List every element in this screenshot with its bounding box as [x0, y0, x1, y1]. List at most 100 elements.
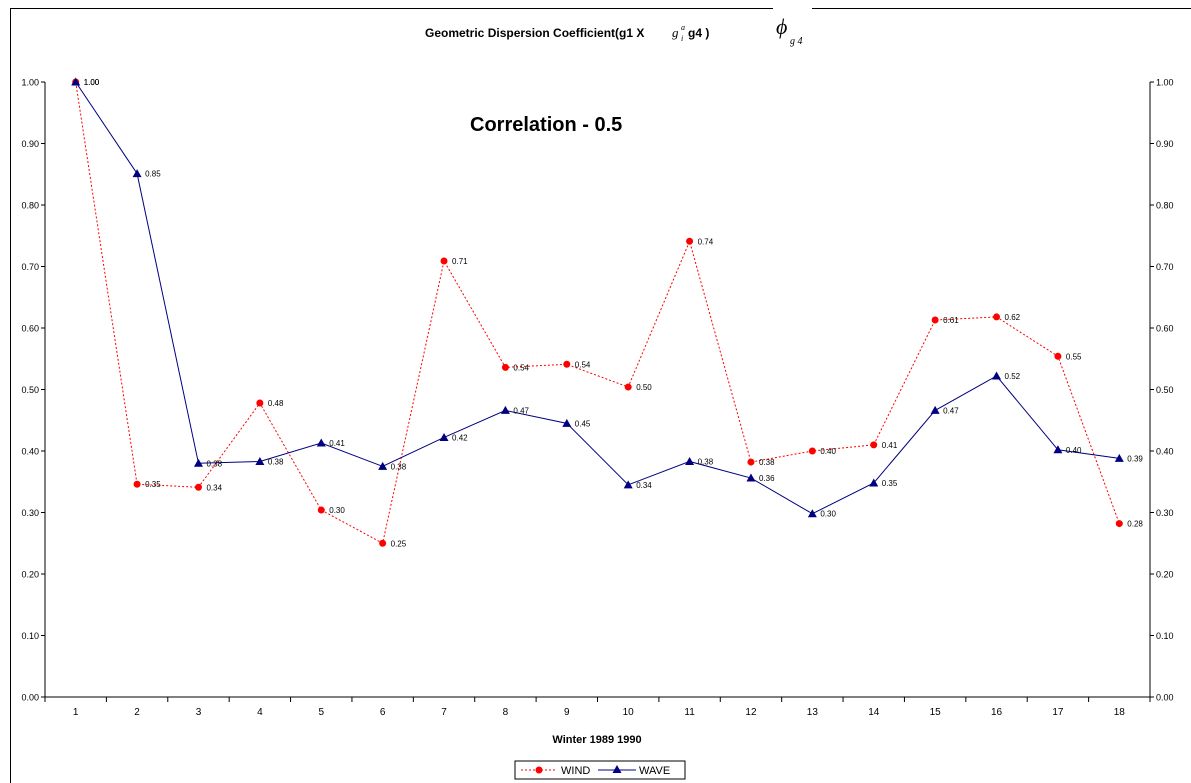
data-label-wave: 0.85: [145, 170, 161, 179]
wave-point: [378, 461, 388, 470]
wind-point: [686, 237, 694, 245]
y-tick-label-right: 0.60: [1156, 324, 1174, 334]
data-label-wind: 0.25: [391, 539, 407, 548]
series-line-wave: [75, 81, 1120, 515]
wave-point: [807, 509, 817, 518]
chart-title-g: g: [672, 25, 679, 40]
wave-point: [500, 405, 510, 414]
y-tick-label-left: 0.50: [21, 385, 39, 395]
x-tick-label: 13: [807, 707, 819, 718]
x-tick-label: 6: [380, 707, 386, 718]
wind-point: [808, 447, 816, 455]
x-tick-label: 11: [684, 707, 695, 718]
wind-point: [256, 399, 264, 407]
data-label-wave: 1.00: [84, 78, 100, 87]
wind-point: [379, 539, 387, 547]
wind-point: [194, 483, 202, 491]
chart-frame-left: [10, 8, 773, 783]
wave-point: [930, 405, 940, 414]
data-label-wind: 0.62: [1005, 313, 1021, 322]
data-label-wave: 0.41: [329, 439, 345, 448]
wave-point: [255, 456, 265, 465]
series-wave: 1.00 0.85 0.38 0.38 0.41 0.38 0.42 0.47 0.45 0.34…: [71, 77, 1143, 519]
chart-title-text: Geometric Dispersion Coefficient(g1 X: [425, 26, 644, 40]
legend-wave-marker: [612, 765, 622, 773]
x-tick-label: 1: [73, 707, 79, 718]
wind-point: [563, 360, 571, 368]
x-tick-label: 14: [868, 707, 880, 718]
x-tick-label: 15: [930, 707, 942, 718]
wind-point: [317, 506, 325, 514]
data-label-wind: 0.28: [1127, 520, 1143, 529]
data-label-wind: 0.40: [820, 447, 836, 456]
x-axis-title: Winter 1989 1990: [552, 734, 641, 746]
y-tick-label-right: 0.90: [1156, 139, 1174, 149]
y-tick-label-left: 0.60: [21, 324, 39, 334]
wind-point: [133, 480, 141, 488]
data-label-wave: 0.38: [698, 457, 714, 466]
data-label-wind: 0.30: [329, 506, 345, 515]
x-tick-label: 10: [623, 707, 635, 718]
y-tick-label-left: 0.40: [21, 447, 39, 457]
data-label-wind: 0.35: [145, 480, 161, 489]
data-label-wave: 0.38: [268, 457, 284, 466]
wind-point: [870, 441, 878, 449]
y-tick-label-right: 1.00: [1156, 78, 1174, 88]
wave-point: [71, 77, 81, 86]
data-label-wave: 0.45: [575, 419, 591, 428]
chart-title-phi: ϕ: [776, 14, 787, 39]
data-label-wind: 0.71: [452, 257, 468, 266]
y-tick-label-left: 1.00: [21, 78, 39, 88]
y-tick-label-right: 0.40: [1156, 447, 1174, 457]
data-label-wave: 0.36: [759, 474, 775, 483]
y-tick-label-left: 0.70: [21, 262, 39, 272]
chart-title-phi-sub: g 4: [790, 36, 803, 47]
wave-point: [992, 371, 1002, 380]
x-tick-label: 7: [441, 707, 447, 718]
wave-point: [1053, 445, 1063, 454]
data-label-wave: 0.38: [206, 459, 222, 468]
wind-point: [501, 363, 509, 371]
data-label-wave: 0.42: [452, 433, 468, 442]
x-tick-label: 9: [564, 707, 570, 718]
y-tick-label-right: 0.00: [1156, 693, 1174, 703]
chart-title-g-sub: i: [681, 34, 683, 43]
data-label-wave: 0.52: [1005, 372, 1021, 381]
wave-point: [623, 480, 633, 489]
data-label-wave: 0.47: [513, 406, 529, 415]
x-tick-label: 17: [1052, 707, 1064, 718]
y-tick-label-left: 0.20: [21, 570, 39, 580]
wind-point: [747, 458, 755, 466]
y-tick-label-left: 0.80: [21, 201, 39, 211]
x-tick-label: 18: [1114, 707, 1126, 718]
data-label-wind: 0.54: [575, 360, 591, 369]
wave-point: [316, 438, 326, 447]
y-tick-label-right: 0.20: [1156, 570, 1174, 580]
data-label-wind: 1.00: [84, 78, 100, 87]
wave-point: [193, 458, 203, 467]
y-tick-label-left: 0.00: [21, 693, 39, 703]
x-tick-label: 4: [257, 707, 263, 718]
data-label-wave: 0.34: [636, 481, 652, 490]
x-tick-label: 5: [318, 707, 324, 718]
series-line-wind: [75, 81, 1120, 545]
wave-point: [439, 432, 449, 441]
chart-title-tail: g4 ): [688, 26, 709, 40]
y-tick-label-left: 0.30: [21, 508, 39, 518]
wave-point: [869, 478, 879, 487]
x-tick-label: 12: [745, 707, 757, 718]
wave-point: [1114, 453, 1124, 462]
wave-point: [685, 456, 695, 465]
correlation-annotation: Correlation - 0.5: [470, 114, 622, 136]
legend-wind-label: WIND: [561, 765, 590, 777]
legend: WIND WAVE: [514, 760, 686, 780]
data-label-wind: 0.34: [206, 483, 222, 492]
y-axis-right-ticks: 0.00 0.10 0.20 0.30 0.40 0.50 0.60 0.70 0.80 0.90…: [1150, 78, 1174, 703]
y-tick-label-left: 0.90: [21, 139, 39, 149]
data-label-wave: 0.30: [820, 510, 836, 519]
data-label-wave: 0.39: [1127, 454, 1143, 463]
wave-point: [562, 418, 572, 427]
x-tick-label: 8: [503, 707, 509, 718]
wind-point: [1054, 352, 1062, 360]
